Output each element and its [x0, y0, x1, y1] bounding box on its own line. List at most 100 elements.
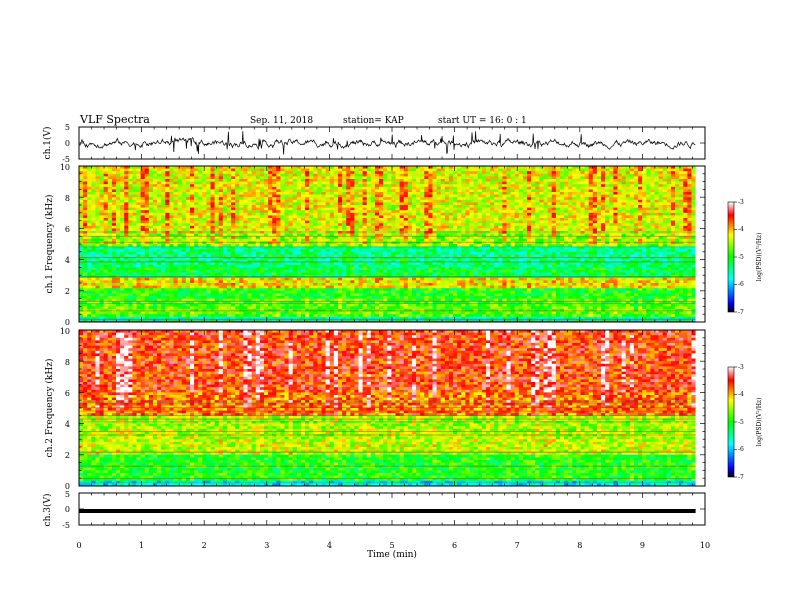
spectrogram-cell-1	[297, 187, 301, 190]
spectrogram-cell-1	[215, 218, 219, 221]
spectrogram-cell-1	[346, 286, 350, 289]
spectrogram-cell-1	[334, 197, 338, 200]
spectrogram-cell-1	[367, 187, 371, 190]
spectrogram-cell-1	[276, 231, 280, 234]
spectrogram-cell-1	[153, 189, 157, 192]
spectrogram-cell-1	[243, 174, 247, 177]
spectrogram-cell-1	[190, 262, 194, 265]
spectrogram-cell-1	[95, 169, 99, 172]
spectrogram-cell-1	[276, 252, 280, 255]
spectrogram-cell-1	[338, 283, 342, 286]
spectrogram-cell-1	[182, 249, 186, 252]
spectrogram-cell-1	[215, 280, 219, 283]
spectrogram-cell-1	[161, 280, 165, 283]
spectrogram-cell-1	[371, 312, 375, 315]
spectrogram-cell-1	[309, 213, 313, 216]
spectrogram-cell-1	[149, 179, 153, 182]
spectrogram-cell-1	[202, 223, 206, 226]
spectrogram-cell-1	[190, 215, 194, 218]
spectrogram-cell-1	[375, 213, 379, 216]
spectrogram-cell-1	[243, 195, 247, 198]
spectrogram-cell-1	[190, 283, 194, 286]
spectrogram-cell-1	[227, 169, 231, 172]
spectrogram-cell-1	[157, 278, 161, 281]
spectrogram-cell-1	[342, 187, 346, 190]
spectrogram-cell-1	[112, 312, 116, 315]
spectrogram-cell-1	[297, 218, 301, 221]
spectrogram-cell-1	[223, 171, 227, 174]
spectrogram-cell-1	[396, 254, 400, 257]
spectrogram-cell-1	[404, 262, 408, 265]
spectrogram-cell-1	[285, 286, 289, 289]
spectrogram-cell-1	[104, 179, 108, 182]
spectrogram-cell-1	[190, 254, 194, 257]
spectrogram-cell-1	[309, 182, 313, 185]
spectrogram-cell-1	[169, 254, 173, 257]
spectrogram-cell-1	[375, 195, 379, 198]
spectrogram-cell-1	[313, 205, 317, 208]
spectrogram-cell-1	[391, 187, 395, 190]
spectrogram-cell-1	[317, 184, 321, 187]
spectrogram-cell-1	[120, 182, 124, 185]
spectrogram-cell-1	[387, 267, 391, 270]
spectrogram-cell-1	[309, 169, 313, 172]
spectrogram-cell-1	[141, 291, 145, 294]
spectrogram-cell-1	[194, 195, 198, 198]
spectrogram-cell-1	[326, 283, 330, 286]
spectrogram-cell-1	[350, 309, 354, 312]
spectrogram-cell-1	[206, 254, 210, 257]
spectrogram-cell-1	[116, 176, 120, 179]
spectrogram-cell-1	[235, 184, 239, 187]
spectrogram-cell-1	[309, 278, 313, 281]
spectrogram-cell-1	[239, 291, 243, 294]
spectrogram-cell-1	[309, 296, 313, 299]
spectrogram-cell-1	[330, 231, 334, 234]
spectrogram-cell-1	[346, 236, 350, 239]
spectrogram-cell-1	[379, 306, 383, 309]
spectrogram-cell-1	[280, 197, 284, 200]
spectrogram-cell-1	[149, 304, 153, 307]
spectrogram-cell-1	[79, 208, 83, 211]
spectrogram-cell-1	[141, 215, 145, 218]
spectrogram-cell-1	[132, 218, 136, 221]
spectrogram-cell-1	[182, 184, 186, 187]
spectrogram-cell-1	[383, 275, 387, 278]
spectrogram-cell-1	[400, 205, 404, 208]
spectrogram-cell-1	[367, 304, 371, 307]
spectrogram-cell-1	[231, 273, 235, 276]
spectrogram-cell-1	[149, 254, 153, 257]
spectrogram-cell-1	[276, 280, 280, 283]
spectrogram-cell-1	[239, 249, 243, 252]
spectrogram-cell-1	[264, 176, 268, 179]
spectrogram-cell-1	[91, 283, 95, 286]
spectrogram-cell-1	[194, 273, 198, 276]
spectrogram-cell-1	[342, 179, 346, 182]
spectrogram-cell-1	[161, 270, 165, 273]
spectrogram-cell-1	[346, 296, 350, 299]
spectrogram-cell-1	[120, 174, 124, 177]
spectrogram-cell-1	[256, 262, 260, 265]
spectrogram-cell-1	[202, 171, 206, 174]
spectrogram-cell-1	[91, 262, 95, 265]
spectrogram-cell-1	[215, 179, 219, 182]
spectrogram-cell-1	[83, 267, 87, 270]
spectrogram-cell-1	[124, 169, 128, 172]
spectrogram-cell-1	[309, 226, 313, 229]
spectrogram-cell-1	[305, 249, 309, 252]
spectrogram-cell-1	[83, 273, 87, 276]
spectrogram-cell-1	[235, 314, 239, 317]
spectrogram-cell-1	[404, 176, 408, 179]
spectrogram-cell-1	[157, 169, 161, 172]
spectrogram-cell-1	[342, 288, 346, 291]
spectrogram-cell-1	[346, 189, 350, 192]
spectrogram-cell-1	[215, 267, 219, 270]
spectrogram-cell-1	[359, 228, 363, 231]
spectrogram-cell-1	[334, 192, 338, 195]
spectrogram-cell-1	[91, 179, 95, 182]
spectrogram-cell-1	[272, 270, 276, 273]
spectrogram-cell-1	[198, 195, 202, 198]
spectrogram-cell-1	[371, 171, 375, 174]
ch1-spectrogram-image	[79, 166, 705, 322]
spectrogram-cell-1	[137, 280, 141, 283]
spectrogram-cell-1	[412, 208, 416, 211]
